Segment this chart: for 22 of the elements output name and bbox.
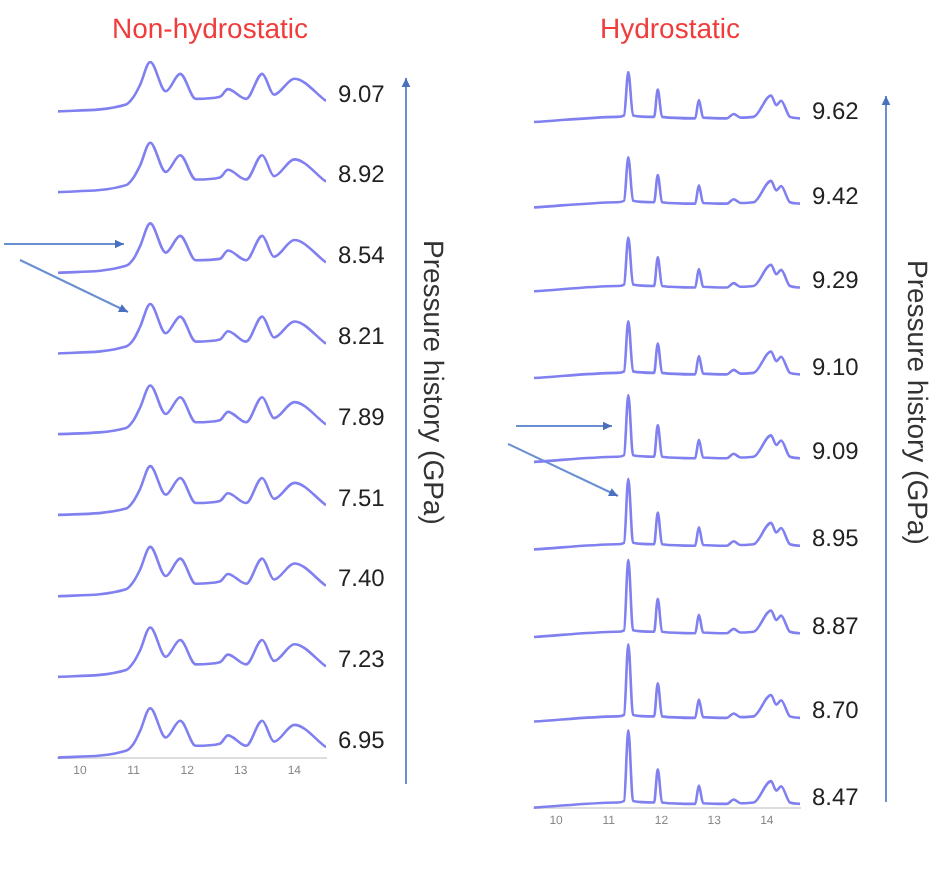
series-label: 8.95 <box>812 524 860 553</box>
y-axis-title: Pressure history (GPa) <box>418 240 450 525</box>
y-axis-title: Pressure history (GPa) <box>902 260 934 545</box>
series-label: 8.70 <box>812 696 860 725</box>
series-label: 7.23 <box>338 645 386 674</box>
series-label: 9.07 <box>338 79 386 108</box>
series-label: 7.51 <box>338 483 386 512</box>
chart-title: Hydrostatic <box>599 12 741 44</box>
series-label: 8.92 <box>338 160 386 189</box>
series-label: 8.87 <box>812 611 860 640</box>
series-label: 7.89 <box>338 403 386 432</box>
series-label: 8.54 <box>338 240 386 269</box>
series-label: 8.47 <box>812 782 860 811</box>
series-label: 6.95 <box>338 725 386 754</box>
series-label: 7.40 <box>338 564 386 593</box>
series-label: 9.42 <box>812 182 860 211</box>
series-label: 9.62 <box>812 96 860 125</box>
series-label: 9.10 <box>812 352 860 381</box>
chart-title: Non-hydrostatic <box>111 12 309 44</box>
series-label: 9.29 <box>812 266 860 295</box>
series-label: 8.21 <box>338 322 386 351</box>
series-label: 9.09 <box>812 436 860 465</box>
